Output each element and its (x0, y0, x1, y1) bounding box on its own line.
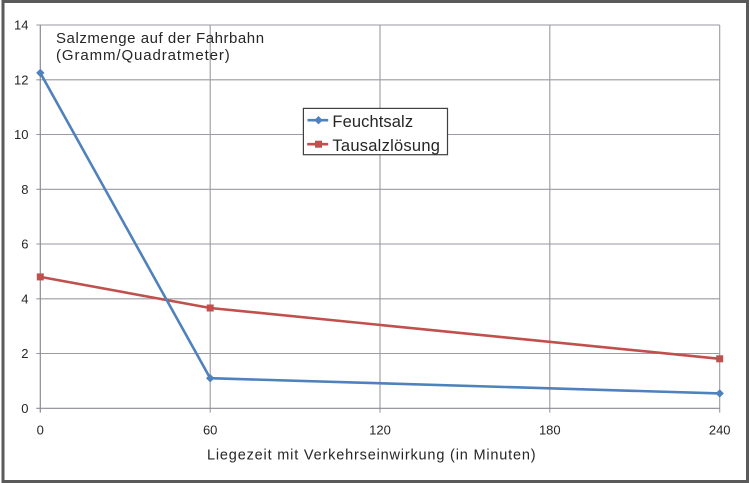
svg-text:Tausalzlösung: Tausalzlösung (332, 137, 440, 155)
svg-text:12: 12 (14, 72, 28, 87)
svg-text:0: 0 (37, 423, 44, 438)
svg-text:Feuchtsalz: Feuchtsalz (332, 113, 413, 131)
svg-text:180: 180 (539, 423, 561, 438)
svg-text:6: 6 (21, 237, 28, 252)
svg-text:240: 240 (709, 423, 731, 438)
svg-text:Liegezeit mit Verkehrseinwirku: Liegezeit mit Verkehrseinwirkung (in Min… (207, 447, 536, 463)
svg-text:2: 2 (21, 346, 28, 361)
svg-text:(Gramm/Quadratmeter): (Gramm/Quadratmeter) (56, 47, 231, 64)
svg-text:Salzmenge auf der Fahrbahn: Salzmenge auf der Fahrbahn (56, 30, 265, 47)
svg-text:8: 8 (21, 182, 28, 197)
svg-text:120: 120 (369, 423, 391, 438)
svg-text:60: 60 (203, 423, 217, 438)
svg-text:14: 14 (14, 18, 28, 33)
svg-text:0: 0 (21, 401, 28, 416)
svg-text:10: 10 (14, 127, 28, 142)
svg-text:4: 4 (21, 291, 28, 306)
